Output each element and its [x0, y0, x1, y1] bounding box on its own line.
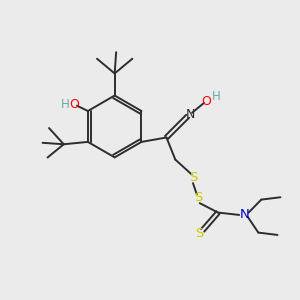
Text: H: H — [212, 90, 220, 103]
Text: N: N — [239, 208, 249, 221]
Text: S: S — [195, 227, 203, 240]
Text: S: S — [189, 171, 197, 184]
Text: S: S — [194, 191, 202, 204]
Text: H: H — [61, 98, 70, 111]
Text: O: O — [201, 95, 211, 108]
Text: N: N — [186, 108, 195, 121]
Text: O: O — [70, 98, 80, 111]
